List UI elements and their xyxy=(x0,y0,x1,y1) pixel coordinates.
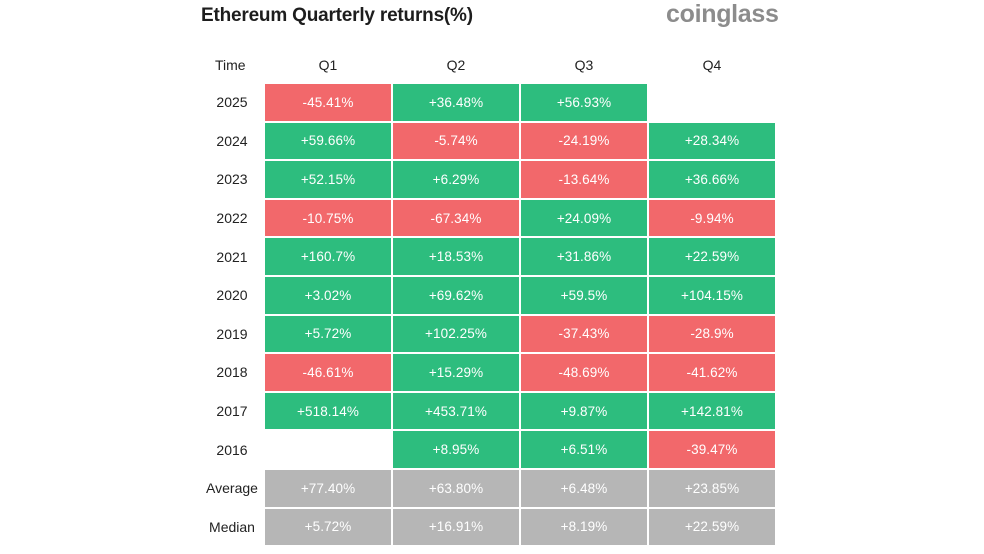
row-label-2023: 2023 xyxy=(216,171,248,188)
header-time: Time xyxy=(215,57,246,73)
row-label-2016: 2016 xyxy=(216,441,248,458)
cell-2021-q4: +22.59% xyxy=(649,238,775,275)
cell-2025-q1: -45.41% xyxy=(265,84,391,121)
cell-2018-q3: -48.69% xyxy=(521,354,647,391)
cell-2020-q3: +59.5% xyxy=(521,276,647,314)
cell-average-q3: +6.48% xyxy=(521,469,647,507)
cell-average-q4: +23.85% xyxy=(649,469,775,507)
cell-2021-q1: +160.7% xyxy=(265,238,391,275)
row-label-2019: 2019 xyxy=(216,325,248,342)
cell-median-q1: +5.72% xyxy=(265,508,391,546)
cell-2024-q2: -5.74% xyxy=(393,122,519,160)
row-label-2025: 2025 xyxy=(216,94,248,111)
cell-2020-q4: +104.15% xyxy=(649,276,775,314)
cell-2016-q2: +8.95% xyxy=(393,431,519,468)
cell-2023-q4: +36.66% xyxy=(649,161,775,198)
header-q4: Q4 xyxy=(702,57,722,73)
cell-2023-q3: -13.64% xyxy=(521,161,647,198)
cell-median-q3: +8.19% xyxy=(521,508,647,546)
cell-2021-q2: +18.53% xyxy=(393,238,519,275)
row-label-2020: 2020 xyxy=(216,287,248,304)
cell-2021-q3: +31.86% xyxy=(521,238,647,275)
cell-average-q1: +77.40% xyxy=(265,469,391,507)
cell-2024-q3: -24.19% xyxy=(521,122,647,160)
cell-2016-q3: +6.51% xyxy=(521,431,647,468)
cell-average-q2: +63.80% xyxy=(393,469,519,507)
cell-2016-q1 xyxy=(265,431,391,468)
cell-2017-q2: +453.71% xyxy=(393,392,519,430)
row-label-2018: 2018 xyxy=(216,364,248,381)
header-q1: Q1 xyxy=(318,57,338,73)
cell-2018-q2: +15.29% xyxy=(393,354,519,391)
cell-2024-q4: +28.34% xyxy=(649,122,775,160)
cell-2020-q1: +3.02% xyxy=(265,276,391,314)
cell-2025-q3: +56.93% xyxy=(521,84,647,121)
cell-2017-q1: +518.14% xyxy=(265,392,391,430)
cell-2019-q4: -28.9% xyxy=(649,315,775,353)
row-label-2024: 2024 xyxy=(216,132,248,149)
cell-2019-q1: +5.72% xyxy=(265,315,391,353)
cell-2017-q3: +9.87% xyxy=(521,392,647,430)
cell-2022-q4: -9.94% xyxy=(649,199,775,237)
cell-2022-q1: -10.75% xyxy=(265,199,391,237)
cell-median-q2: +16.91% xyxy=(393,508,519,546)
header-q3: Q3 xyxy=(574,57,594,73)
cell-2019-q3: -37.43% xyxy=(521,315,647,353)
cell-2018-q1: -46.61% xyxy=(265,354,391,391)
cell-2025-q4 xyxy=(649,84,775,121)
cell-2023-q1: +52.15% xyxy=(265,161,391,198)
cell-2025-q2: +36.48% xyxy=(393,84,519,121)
row-label-average: Average xyxy=(206,480,258,497)
cell-2017-q4: +142.81% xyxy=(649,392,775,430)
cell-2022-q3: +24.09% xyxy=(521,199,647,237)
cell-2023-q2: +6.29% xyxy=(393,161,519,198)
cell-2024-q1: +59.66% xyxy=(265,122,391,160)
chart-title: Ethereum Quarterly returns(%) xyxy=(201,5,473,26)
header-q2: Q2 xyxy=(446,57,466,73)
cell-2016-q4: -39.47% xyxy=(649,431,775,468)
row-label-2022: 2022 xyxy=(216,210,248,227)
cell-median-q4: +22.59% xyxy=(649,508,775,546)
cell-2020-q2: +69.62% xyxy=(393,276,519,314)
row-label-2021: 2021 xyxy=(216,248,248,265)
cell-2019-q2: +102.25% xyxy=(393,315,519,353)
row-label-2017: 2017 xyxy=(216,403,248,420)
cell-2018-q4: -41.62% xyxy=(649,354,775,391)
cell-2022-q2: -67.34% xyxy=(393,199,519,237)
row-label-median: Median xyxy=(209,518,255,535)
returns-table: Time Q1 Q2 Q3 Q4 2025 -45.41% +36.48% +56.93% 202… xyxy=(201,46,775,547)
brand-logo: coinglass xyxy=(666,0,779,28)
